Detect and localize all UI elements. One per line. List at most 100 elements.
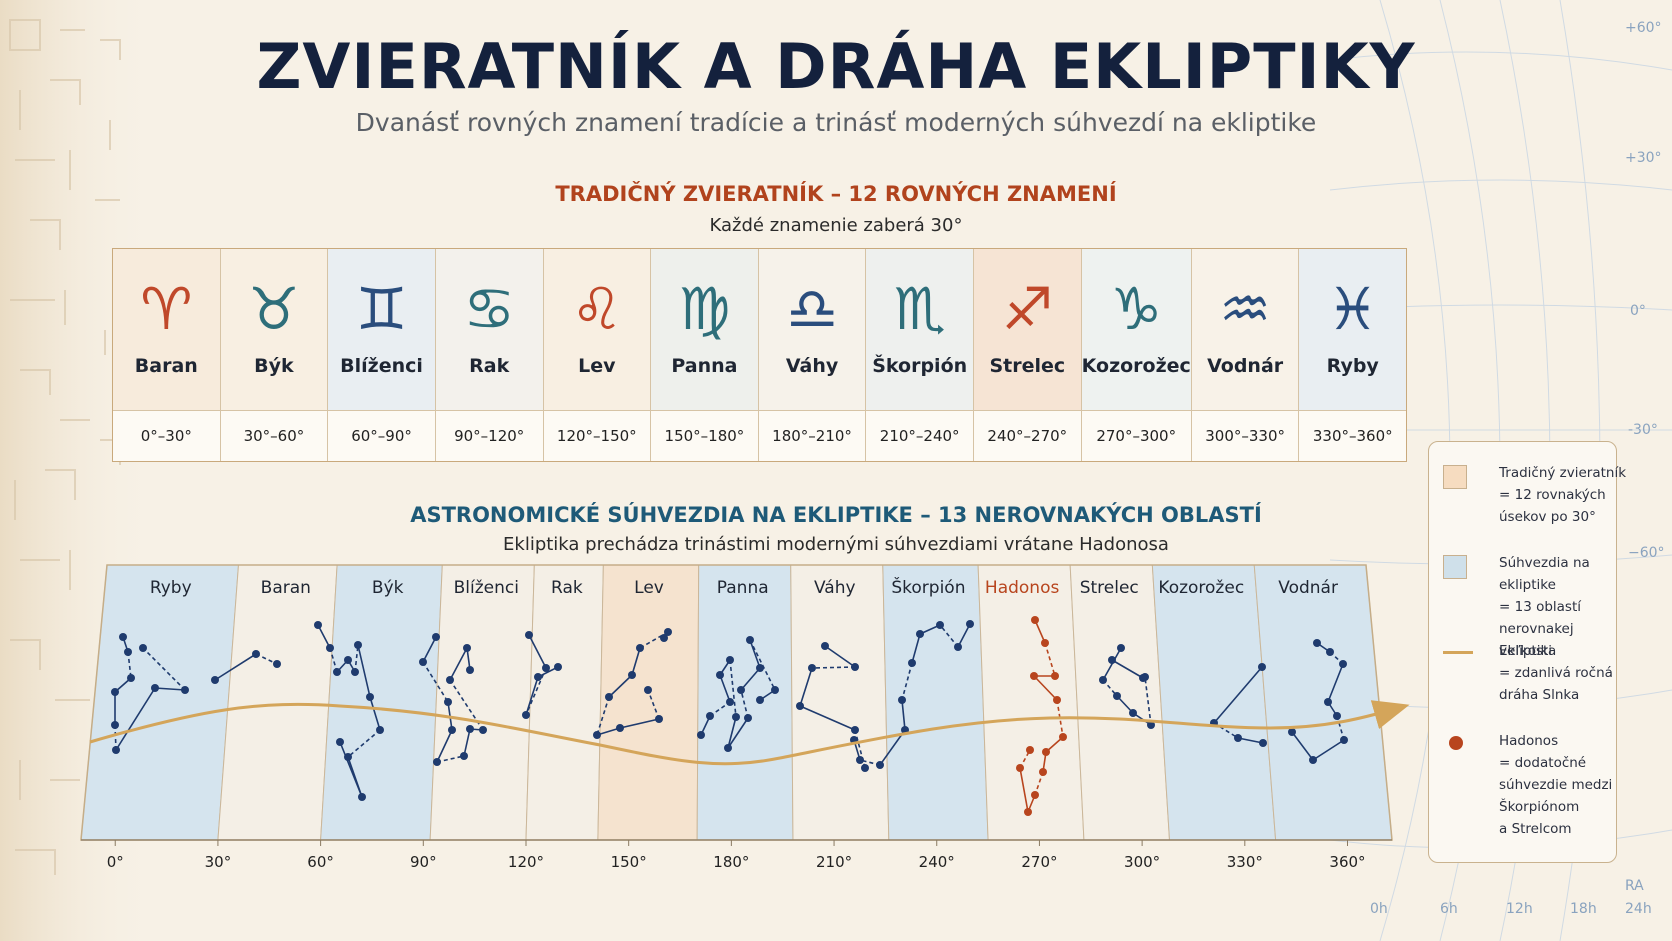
zodiac-sign-range: 210°–240°	[866, 410, 973, 461]
zodiac-sign-header: ♋ Rak	[435, 249, 543, 411]
dec-label: +30°	[1625, 150, 1662, 166]
zodiac-sign-cell: ♏ Škorpión 210°–240°	[866, 249, 974, 461]
dec-label: -30°	[1628, 422, 1658, 438]
zodiac-symbol-icon: ♈	[140, 275, 193, 343]
legend-text-line: Škorpiónom	[1499, 799, 1580, 815]
zodiac-sign-header: ♒ Vodnár	[1191, 249, 1299, 411]
zodiac-sign-cell: ♐ Strelec 240°–270°	[974, 249, 1082, 461]
legend-text-line: Hadonos	[1499, 733, 1559, 749]
zodiac-sign-header: ♓ Ryby	[1299, 249, 1407, 411]
zodiac-sign-name: Býk	[254, 355, 294, 377]
zodiac-sign-cell: ♒ Vodnár 300°–330°	[1191, 249, 1300, 461]
zodiac-symbol-icon: ♒	[1219, 275, 1272, 343]
zodiac-sign-range: 330°–360°	[1299, 410, 1407, 461]
ra-label: 18h	[1570, 901, 1597, 917]
zodiac-sign-cell: ♊ Blíženci 60°–90°	[328, 249, 436, 461]
zodiac-sign-cell: ♈ Baran 0°–30°	[113, 249, 221, 461]
zodiac-sign-range: 150°–180°	[651, 410, 758, 461]
zodiac-sign-name: Ryby	[1326, 355, 1379, 377]
zodiac-sign-range: 120°–150°	[543, 410, 651, 461]
zodiac-sign-range: 300°–330°	[1191, 410, 1299, 461]
legend-text: Súhvezdia na ekliptike = 13 oblastí nerovn…	[1499, 552, 1629, 662]
zodiac-sign-cell: ♌ Lev 120°–150°	[543, 249, 652, 461]
zodiac-sign-name: Kozorožec	[1081, 355, 1191, 377]
legend-swatch	[1443, 465, 1467, 489]
legend-text-line: súhvezdie medzi	[1499, 777, 1613, 793]
legend: Tradičný zvieratník = 12 rovnakých úsekov …	[1428, 441, 1626, 863]
legend-text: Hadonos = dodatočné súhvezdie medzi Škorpió…	[1499, 730, 1629, 840]
legend-text-line: = zdanlivá ročná	[1499, 665, 1613, 681]
traditional-subheading: Každé znamenie zaberá 30°	[709, 215, 963, 236]
zodiac-sign-name: Blíženci	[340, 355, 423, 377]
astronomical-heading: ASTRONOMICKÉ SÚHVEZDIA NA EKLIPTIKE – 13…	[410, 503, 1262, 527]
legend-text-line: = 13 oblastí	[1499, 599, 1582, 615]
zodiac-signs-table: ♈ Baran 0°–30° ♉ Býk 30°–60° ♊ Blíženci 60°–90° ♋…	[112, 248, 1407, 462]
zodiac-sign-range: 90°–120°	[435, 410, 543, 461]
ra-label: 6h	[1440, 901, 1458, 917]
zodiac-symbol-icon: ♌	[570, 275, 623, 343]
zodiac-sign-cell: ♓ Ryby 330°–360°	[1299, 249, 1407, 461]
legend-text-line: nerovnakej veľkosti	[1499, 621, 1574, 659]
legend-text-line: = dodatočné	[1499, 755, 1587, 771]
ra-label: 0h	[1370, 901, 1388, 917]
legend-text: Ekliptika = zdanlivá ročná dráha Slnka	[1499, 640, 1629, 706]
legend-text-line: úsekov po 30°	[1499, 509, 1596, 525]
legend-text: Tradičný zvieratník = 12 rovnakých úsekov …	[1499, 462, 1629, 528]
zodiac-sign-header: ♑ Kozorožec	[1081, 249, 1191, 411]
zodiac-sign-name: Strelec	[989, 355, 1066, 377]
legend-text-line: = 12 rovnakých	[1499, 487, 1606, 503]
zodiac-sign-name: Škorpión	[872, 355, 968, 377]
zodiac-sign-name: Baran	[134, 355, 198, 377]
zodiac-sign-header: ♌ Lev	[543, 249, 651, 411]
zodiac-sign-header: ♈ Baran	[113, 249, 220, 411]
zodiac-symbol-icon: ♉	[247, 275, 300, 343]
astronomical-subheading: Ekliptika prechádza trinástimi modernými…	[503, 534, 1169, 555]
zodiac-sign-header: ♊ Blíženci	[328, 249, 435, 411]
zodiac-symbol-icon: ♋	[463, 275, 516, 343]
zodiac-sign-cell: ♑ Kozorožec 270°–300°	[1081, 249, 1192, 461]
zodiac-sign-name: Vodnár	[1207, 355, 1284, 377]
traditional-heading: TRADIČNÝ ZVIERATNÍK – 12 ROVNÝCH ZNAMENÍ	[555, 182, 1117, 206]
legend-line	[1443, 651, 1473, 654]
zodiac-symbol-icon: ♓	[1326, 275, 1379, 343]
zodiac-sign-cell: ♎ Váhy 180°–210°	[758, 249, 867, 461]
zodiac-symbol-icon: ♑	[1110, 275, 1163, 343]
zodiac-sign-name: Váhy	[785, 355, 839, 377]
zodiac-sign-range: 180°–210°	[758, 410, 866, 461]
zodiac-sign-range: 240°–270°	[974, 410, 1081, 461]
zodiac-symbol-icon: ♊	[355, 275, 408, 343]
legend-text-line: Súhvezdia na ekliptike	[1499, 555, 1590, 593]
zodiac-sign-name: Lev	[578, 355, 616, 377]
dec-label: 0°	[1630, 303, 1646, 319]
ra-title: RA	[1625, 878, 1644, 894]
zodiac-symbol-icon: ♐	[1001, 275, 1054, 343]
zodiac-sign-range: 0°–30°	[113, 410, 220, 461]
zodiac-sign-name: Rak	[469, 355, 510, 377]
legend-swatch	[1443, 555, 1467, 579]
zodiac-sign-header: ♎ Váhy	[758, 249, 866, 411]
zodiac-sign-header: ♐ Strelec	[974, 249, 1081, 411]
dec-label: −60°	[1628, 545, 1665, 561]
legend-dot	[1449, 736, 1463, 750]
zodiac-sign-range: 270°–300°	[1081, 410, 1191, 461]
ra-label: 24h	[1625, 901, 1652, 917]
zodiac-sign-range: 30°–60°	[220, 410, 328, 461]
dec-label: +60°	[1625, 20, 1662, 36]
zodiac-sign-range: 60°–90°	[328, 410, 435, 461]
zodiac-sign-name: Panna	[671, 355, 738, 377]
zodiac-sign-cell: ♍ Panna 150°–180°	[651, 249, 759, 461]
page-title: ZVIERATNÍK A DRÁHA EKLIPTIKY	[256, 30, 1416, 103]
zodiac-symbol-icon: ♏	[893, 275, 946, 343]
page-subtitle: Dvanásť rovných znamení tradície a triná…	[355, 108, 1317, 137]
zodiac-sign-cell: ♋ Rak 90°–120°	[435, 249, 544, 461]
zodiac-sign-header: ♉ Býk	[220, 249, 328, 411]
legend-text-line: Ekliptika	[1499, 643, 1557, 659]
zodiac-symbol-icon: ♎	[786, 275, 839, 343]
legend-text-line: dráha Slnka	[1499, 687, 1580, 703]
legend-text-line: a Strelcom	[1499, 821, 1572, 837]
zodiac-sign-header: ♍ Panna	[651, 249, 758, 411]
legend-text-line: Tradičný zvieratník	[1499, 465, 1627, 481]
zodiac-sign-cell: ♉ Býk 30°–60°	[220, 249, 329, 461]
ra-label: 12h	[1506, 901, 1533, 917]
